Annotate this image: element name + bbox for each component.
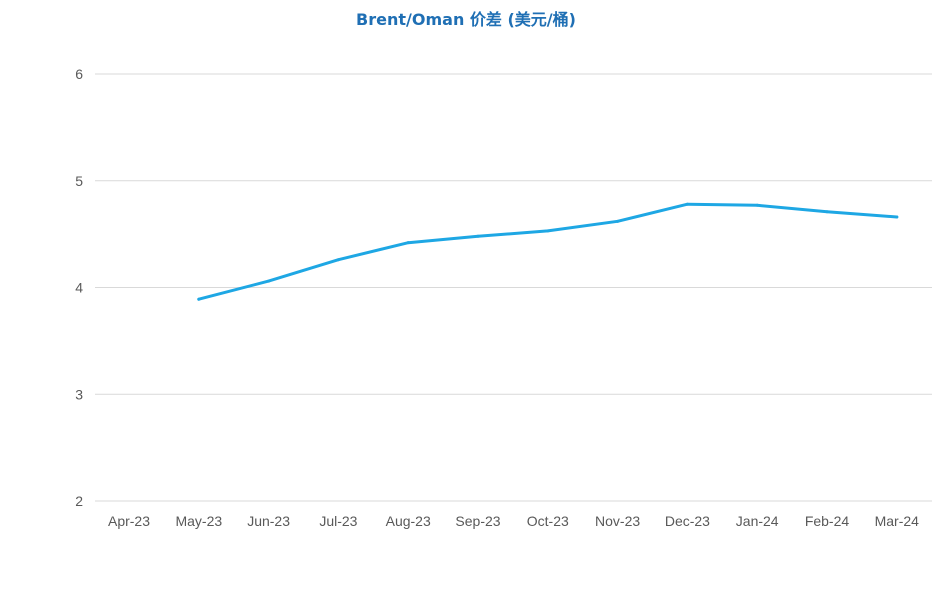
x-tick-label: Apr-23 <box>108 513 150 529</box>
data-point <box>336 258 340 262</box>
x-tick-label: Jun-23 <box>247 513 290 529</box>
data-point <box>895 215 899 219</box>
y-tick-label: 2 <box>75 493 83 509</box>
data-point <box>406 241 410 245</box>
data-point <box>616 219 620 223</box>
y-tick-label: 4 <box>75 280 83 296</box>
series-layer <box>197 202 899 301</box>
y-axis-ticks: 2 3 4 5 6 <box>75 66 83 509</box>
y-tick-label: 5 <box>75 173 83 189</box>
series-line-0 <box>197 202 899 301</box>
chart-title: Brent/Oman 价差 (美元/桶) <box>356 10 576 29</box>
data-point <box>546 229 550 233</box>
data-point <box>825 210 829 214</box>
data-point <box>267 279 271 283</box>
x-tick-label: Jan-24 <box>736 513 779 529</box>
data-point <box>755 203 759 207</box>
x-tick-label: May-23 <box>175 513 222 529</box>
gridlines <box>95 73 932 502</box>
x-tick-label: Aug-23 <box>386 513 431 529</box>
x-tick-label: Feb-24 <box>805 513 850 529</box>
data-point <box>197 297 201 301</box>
y-tick-label: 3 <box>75 386 83 402</box>
x-tick-label: Oct-23 <box>527 513 569 529</box>
x-tick-label: Mar-24 <box>875 513 920 529</box>
data-point <box>476 234 480 238</box>
data-point <box>685 202 689 206</box>
y-tick-label: 6 <box>75 66 83 82</box>
x-axis-ticks: Apr-23 May-23 Jun-23 Jul-23 Aug-23 Sep-23 Oct-… <box>108 513 919 529</box>
x-tick-label: Nov-23 <box>595 513 640 529</box>
x-tick-label: Sep-23 <box>455 513 500 529</box>
x-tick-label: Jul-23 <box>319 513 357 529</box>
x-tick-label: Dec-23 <box>665 513 710 529</box>
